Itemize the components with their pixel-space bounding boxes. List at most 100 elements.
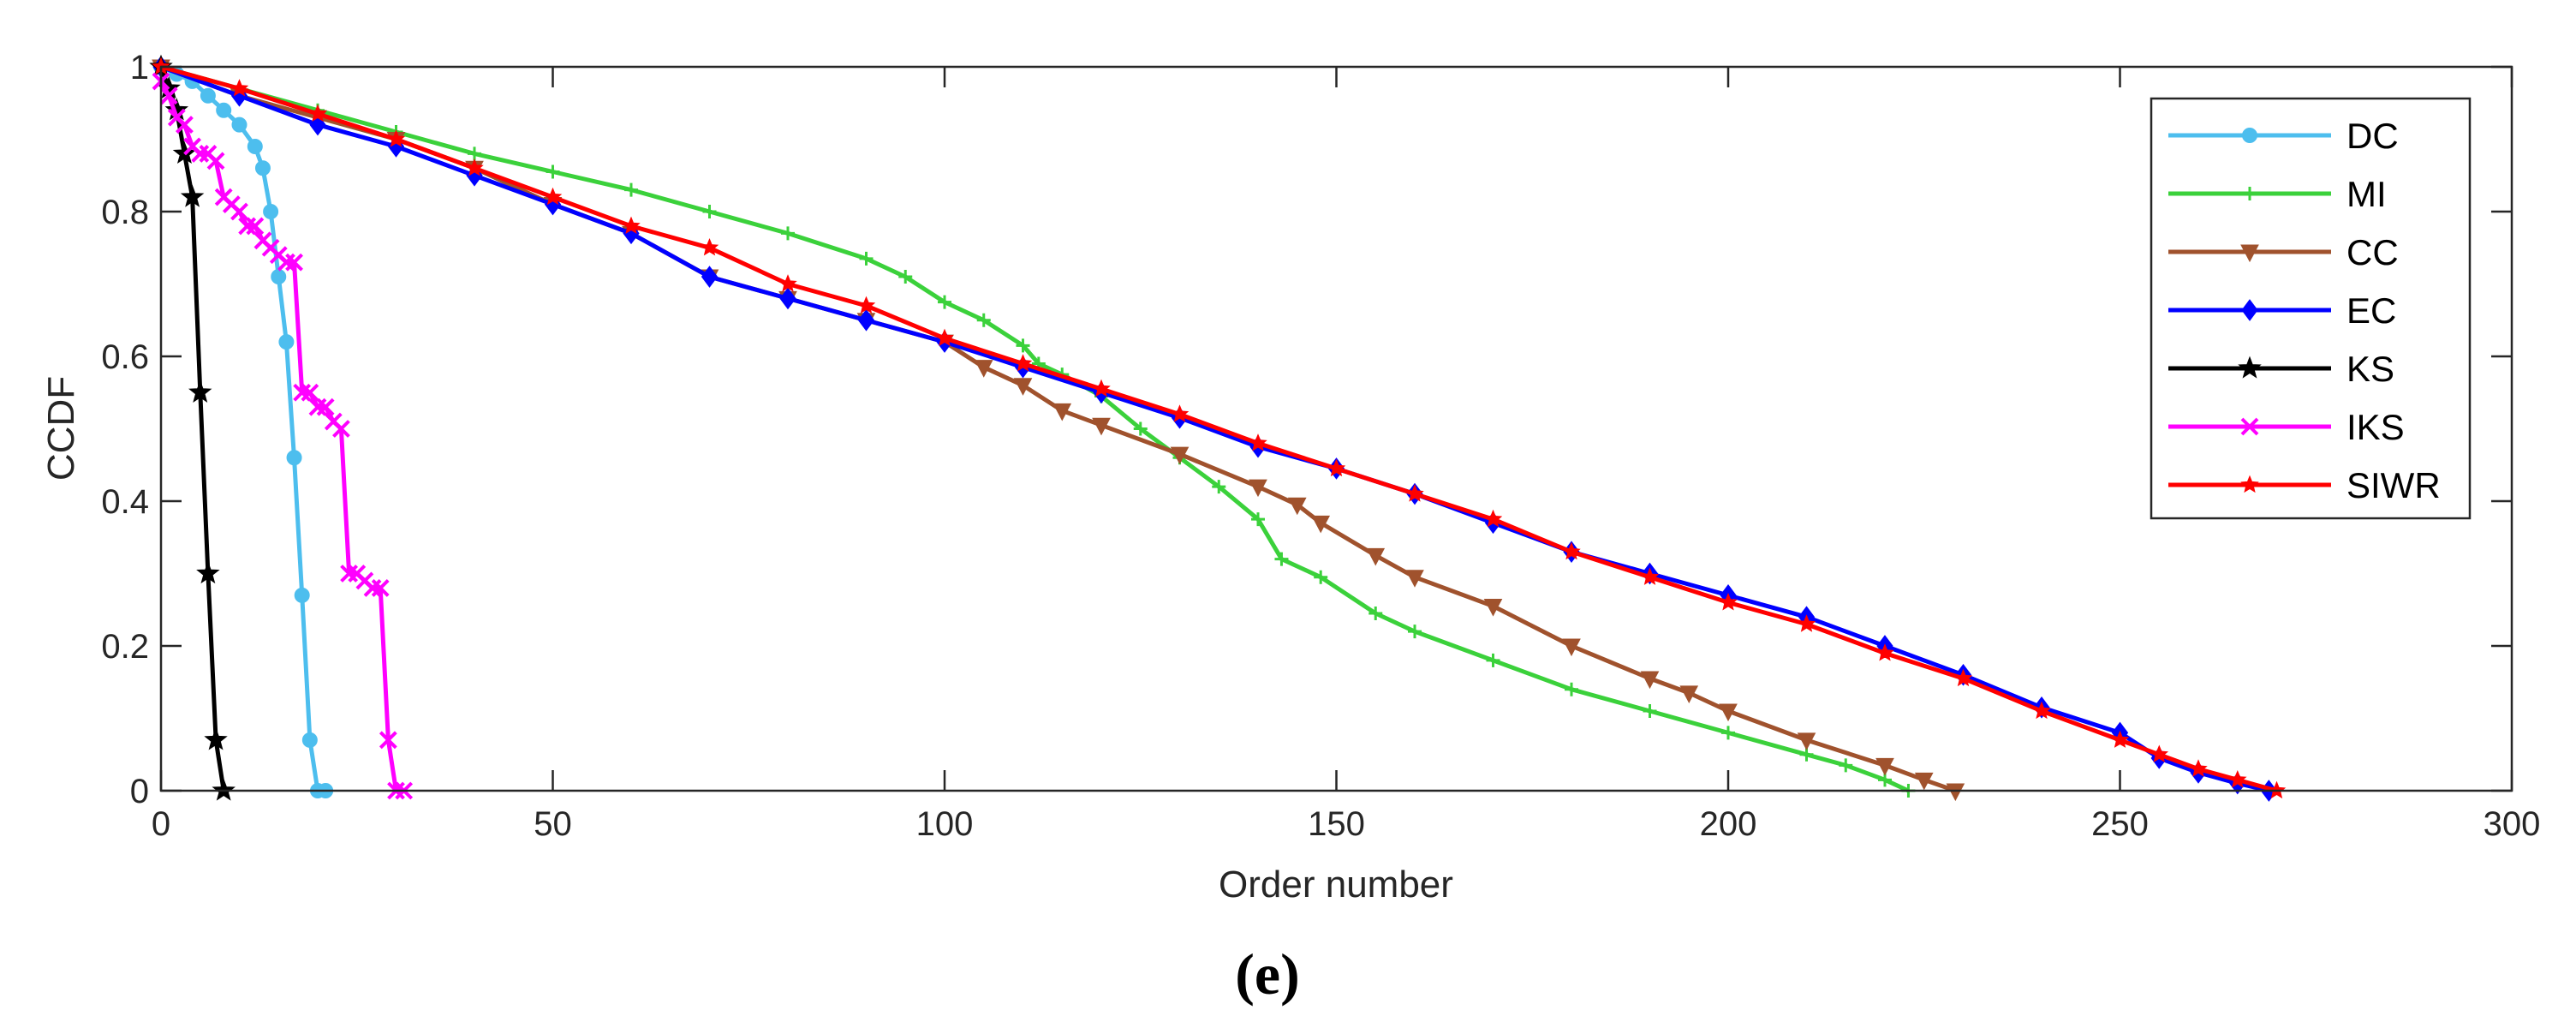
legend-marker: [2240, 244, 2259, 263]
data-point-cc: [1797, 732, 1816, 750]
data-point-cc: [1679, 685, 1699, 703]
data-point-iks: [285, 253, 303, 272]
legend-item-ks: KS: [2168, 349, 2394, 389]
data-point-dc: [278, 334, 295, 350]
data-point-cc: [1052, 403, 1072, 421]
data-point-iks: [308, 397, 327, 416]
legend-marker: [2238, 356, 2262, 379]
data-point-cc: [974, 360, 993, 378]
data-point-mi: [938, 295, 951, 309]
data-point-siwr: [856, 296, 876, 314]
legend-label: SIWR: [2346, 465, 2441, 505]
data-point-cc: [1249, 479, 1267, 498]
data-point-mi: [976, 313, 991, 327]
data-point-mi: [859, 251, 874, 266]
data-point-siwr: [2150, 744, 2169, 762]
data-point-dc: [301, 732, 318, 748]
data-point-iks: [371, 578, 390, 597]
data-point-siwr: [1092, 379, 1111, 397]
y-tick-label: 0.8: [101, 194, 149, 231]
data-point-siwr: [1875, 643, 1894, 661]
data-point-iks: [277, 253, 295, 272]
data-point-siwr: [386, 129, 406, 147]
data-point-iks: [379, 731, 397, 750]
data-point-cc: [1483, 599, 1503, 617]
data-point-siwr: [230, 79, 249, 97]
legend-item-siwr: SIWR: [2168, 465, 2441, 505]
data-point-dc: [286, 450, 302, 466]
legend-label: EC: [2346, 290, 2396, 331]
series-layer: [149, 54, 2287, 802]
x-tick-label: 300: [2484, 805, 2541, 843]
data-point-mi: [1486, 653, 1500, 667]
x-tick-label: 200: [1700, 805, 1757, 843]
data-point-siwr: [1562, 541, 1581, 560]
y-axis-label: CCDF: [40, 376, 82, 481]
data-point-mi: [1839, 758, 1853, 773]
data-point-siwr: [1327, 458, 1346, 477]
x-ticks: 0 50 100 150 200 250 300: [152, 67, 2541, 843]
x-tick-label: 0: [152, 805, 170, 843]
data-point-siwr: [1797, 614, 1816, 632]
series-siwr: [152, 57, 2287, 799]
data-point-cc: [1311, 515, 1331, 534]
data-point-dc: [247, 138, 263, 154]
data-point-dc: [271, 269, 287, 285]
data-point-ks: [196, 561, 220, 584]
y-ticks: 0 0.2 0.4 0.6 0.8 1: [101, 49, 2512, 810]
data-point-cc: [1366, 547, 1386, 566]
y-tick-label: 0.6: [101, 338, 149, 376]
data-point-iks: [238, 217, 257, 236]
data-point-cc: [1092, 417, 1111, 436]
data-point-cc: [1640, 671, 1660, 690]
data-point-cc: [1914, 772, 1934, 791]
data-point-dc: [254, 160, 271, 176]
data-point-mi: [1274, 552, 1289, 566]
data-point-mi: [546, 164, 560, 179]
data-point-siwr: [1640, 567, 1660, 585]
data-point-siwr: [700, 237, 719, 256]
data-point-dc: [231, 117, 247, 133]
legend: DC MI CC EC KS IKS SIWR: [2150, 97, 2472, 520]
data-point-ec: [701, 266, 719, 288]
data-point-siwr: [778, 274, 797, 292]
legend-item-mi: MI: [2168, 174, 2387, 214]
data-point-cc: [1946, 783, 1965, 802]
legend-marker: [2241, 299, 2258, 321]
legend-item-cc: CC: [2168, 232, 2399, 272]
data-point-mi: [468, 146, 481, 161]
data-point-mi: [1368, 606, 1383, 620]
data-point-siwr: [1719, 592, 1738, 611]
figure-caption: (e): [1235, 941, 1299, 1007]
legend-marker: [2240, 417, 2259, 436]
x-axis-label: Order number: [1219, 864, 1453, 905]
data-point-iks: [340, 565, 359, 583]
data-point-iks: [176, 116, 194, 134]
data-point-iks: [332, 420, 350, 438]
data-point-iks: [301, 383, 319, 402]
legend-marker: [2243, 187, 2257, 200]
legend-item-ec: EC: [2168, 290, 2396, 331]
data-point-siwr: [2227, 769, 2247, 788]
data-point-siwr: [2189, 759, 2208, 777]
x-tick-label: 250: [2091, 805, 2149, 843]
data-point-siwr: [543, 187, 563, 206]
data-point-mi: [1408, 625, 1422, 639]
data-point-dc: [200, 87, 216, 104]
legend-label: KS: [2346, 349, 2394, 389]
data-point-dc: [216, 102, 232, 118]
data-point-iks: [293, 383, 312, 402]
y-tick-label: 0.2: [101, 628, 149, 666]
x-tick-label: 100: [916, 805, 974, 843]
data-point-cc: [1013, 378, 1033, 396]
y-tick-label: 0: [130, 773, 149, 810]
data-point-siwr: [1249, 433, 1267, 451]
x-tick-label: 150: [1308, 805, 1365, 843]
legend-label: DC: [2346, 116, 2399, 156]
series-line-dc: [159, 64, 326, 793]
data-point-siwr: [2032, 701, 2051, 720]
data-point-siwr: [1953, 668, 1973, 687]
data-point-siwr: [1170, 404, 1190, 422]
data-point-cc: [1287, 497, 1307, 516]
